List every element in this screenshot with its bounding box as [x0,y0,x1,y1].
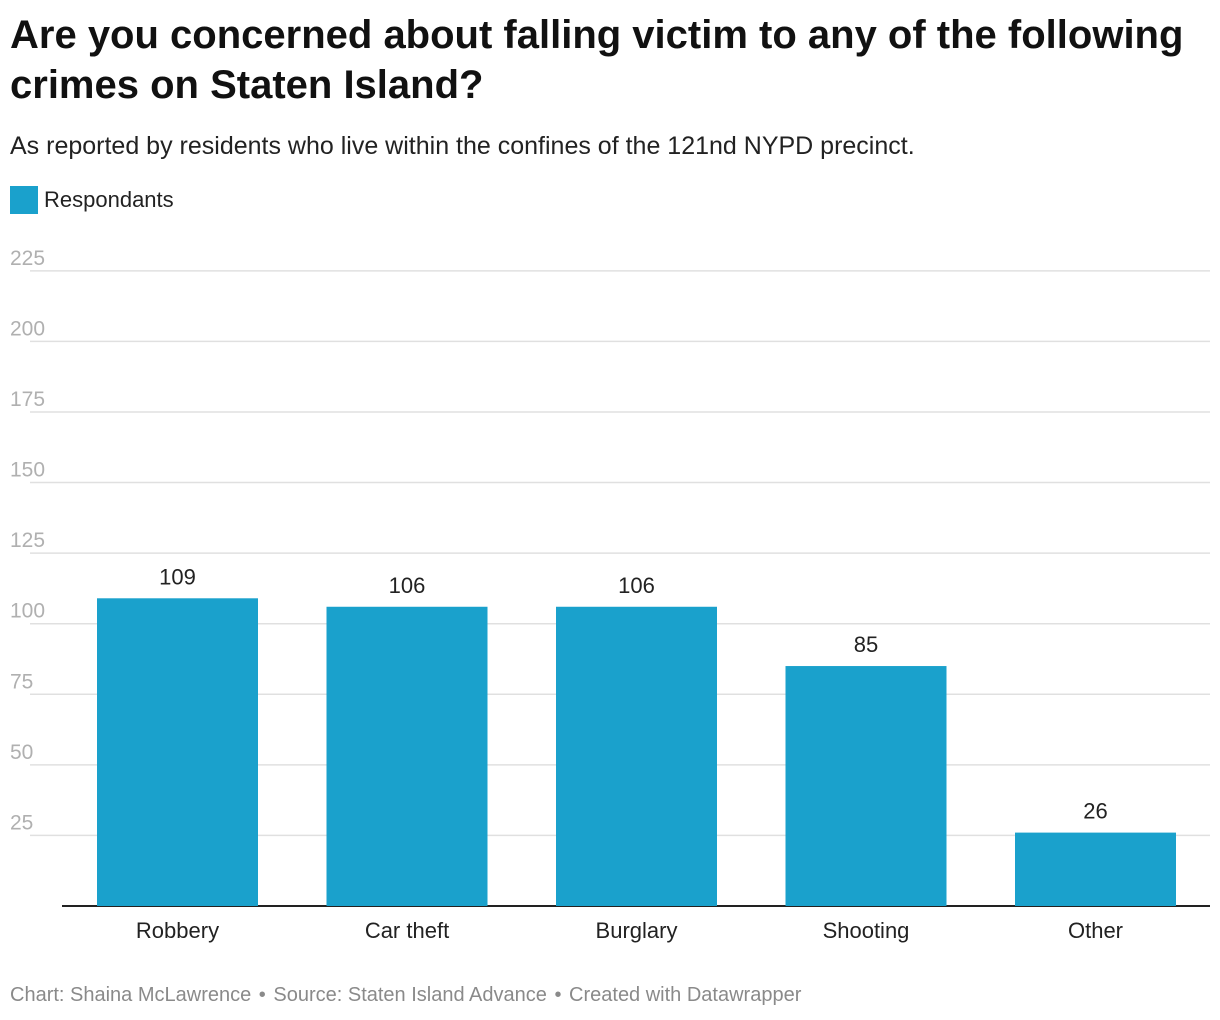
bar [556,606,717,906]
y-tick-label: 125 [10,529,45,552]
y-tick-label: 175 [10,388,45,411]
bar [785,666,947,906]
bar-value-label: 106 [618,573,655,598]
x-category-label: Robbery [136,918,219,943]
bars-layer [97,598,1176,906]
footer-chart-credit: Chart: Shaina McLawrence [10,984,252,1006]
bar-value-label: 106 [389,573,426,598]
footer: Chart: Shaina McLawrence • Source: State… [10,984,801,1007]
bar [1015,832,1176,906]
x-category-label: Shooting [823,918,910,943]
y-tick-label: 25 [10,811,33,834]
legend-label: Respondants [44,187,174,212]
bar [326,606,488,906]
x-category-label: Car theft [365,918,449,943]
chart-title: Are you concerned about falling victim t… [10,13,1184,107]
y-tick-label: 75 [10,670,33,693]
x-category-label: Burglary [596,918,678,943]
footer-tool-credit: Created with Datawrapper [569,984,802,1006]
legend: Respondants [10,186,174,214]
footer-source: Source: Staten Island Advance [273,984,547,1006]
y-tick-label: 225 [10,247,45,270]
bar-value-label: 109 [159,564,196,589]
bar-value-label: 85 [854,632,878,657]
bar [97,598,258,906]
footer-separator: • [554,984,562,1006]
y-tick-label: 200 [10,317,45,340]
y-tick-label: 50 [10,741,33,764]
chart-subtitle: As reported by residents who live within… [10,132,915,160]
x-category-label: Other [1068,918,1123,943]
y-tick-label: 100 [10,600,45,623]
legend-swatch [10,186,38,214]
bar-value-label: 26 [1083,799,1107,824]
labels-layer: 25 50 75 100 125 150 175 200 225 109 Robbery 106 Car… [10,247,1123,943]
y-tick-label: 150 [10,459,45,482]
footer-separator: • [258,984,266,1006]
